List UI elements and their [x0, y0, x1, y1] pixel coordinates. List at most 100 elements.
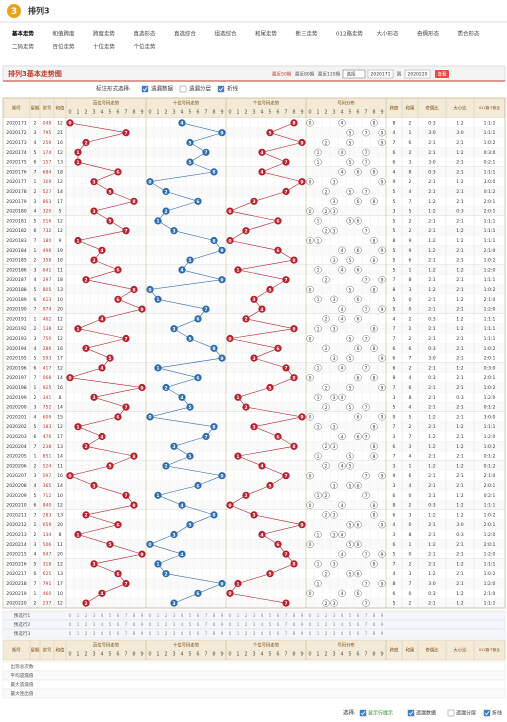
- sum: 11: [57, 542, 63, 548]
- oe: 2:1: [428, 483, 435, 489]
- distribution-ball: [346, 256, 354, 264]
- distribution-digit: 5: [349, 356, 352, 362]
- ball-digit: 7: [204, 307, 207, 313]
- distribution-ball: [306, 413, 314, 421]
- sum: 14: [57, 375, 63, 381]
- distribution-digit: 5: [349, 258, 352, 264]
- distribution-digit: 4: [341, 395, 344, 401]
- digit-header: 3: [92, 110, 95, 116]
- distribution-ball: [362, 158, 370, 166]
- number-ball: [242, 491, 250, 499]
- span: 8: [393, 581, 396, 587]
- tail: 2: [409, 228, 412, 234]
- r012: 1:0:2: [484, 287, 496, 293]
- span: 3: [393, 532, 396, 538]
- preselect-digit: 2: [325, 622, 328, 628]
- option-checkbox[interactable]: [179, 85, 187, 93]
- distribution-ball: [362, 579, 370, 588]
- distribution-digit: 2: [325, 209, 328, 215]
- span: 4: [393, 169, 396, 175]
- draw-number: 863: [43, 199, 52, 205]
- ball-digit: 5: [268, 287, 271, 293]
- draw-number: 947: [43, 552, 52, 558]
- ball-digit: 5: [188, 405, 191, 411]
- ball-digit: 0: [228, 503, 231, 509]
- ball-digit: 1: [236, 454, 239, 460]
- distribution-digit: 8: [373, 444, 376, 450]
- digit-header: 0: [308, 110, 311, 116]
- preselect-digit: 4: [181, 631, 184, 637]
- distribution-digit: 5: [349, 140, 352, 146]
- option-label: 遗漏分层: [189, 85, 212, 93]
- number-ball: [290, 119, 298, 127]
- issue: 2020218: [6, 581, 27, 587]
- preselect-digit: 9: [301, 613, 304, 619]
- select-box[interactable]: [342, 69, 366, 79]
- number-ball: [186, 138, 194, 147]
- view-button[interactable]: [435, 70, 449, 78]
- nav-link: 直选形态: [134, 30, 157, 38]
- distribution-digit: 0: [309, 121, 312, 127]
- oe: 1:2: [428, 209, 435, 215]
- option-checkbox[interactable]: [217, 85, 225, 93]
- span: 3: [393, 395, 396, 401]
- to-input[interactable]: [404, 69, 431, 79]
- digit-header: 4: [260, 652, 263, 658]
- footer-checkbox[interactable]: [483, 709, 491, 717]
- distribution-digit: 7: [365, 307, 368, 313]
- distribution-ball: [362, 334, 370, 343]
- distribution-digit: 5: [349, 160, 352, 166]
- distribution-ball: [378, 413, 386, 421]
- bs: 1:2: [456, 150, 463, 156]
- number-ball: [298, 138, 306, 147]
- row-bg: [3, 412, 505, 422]
- oe: 0:3: [428, 375, 435, 381]
- distribution-ball: [346, 521, 354, 529]
- draw-number: 068: [43, 375, 52, 381]
- oe: 1:2: [428, 463, 435, 469]
- digit-header: 3: [332, 110, 335, 116]
- preselect-digit: 7: [125, 622, 128, 628]
- oe: 1:2: [428, 571, 435, 577]
- span: 6: [393, 444, 396, 450]
- tail: 8: [409, 395, 412, 401]
- footer-checkbox[interactable]: [407, 709, 415, 717]
- footer-checkbox[interactable]: [447, 709, 455, 717]
- distribution-ball: [378, 178, 386, 186]
- distribution-ball: [354, 481, 362, 490]
- preselect-digit: 3: [253, 631, 256, 637]
- digit-header: 6: [196, 652, 199, 658]
- from-input[interactable]: [367, 69, 394, 79]
- distribution-ball: [314, 148, 322, 156]
- ball-digit: 5: [268, 131, 271, 137]
- ball-digit: 2: [244, 317, 247, 323]
- row-bg: [3, 519, 505, 530]
- ball-digit: 4: [180, 503, 183, 509]
- preselect-digit: 6: [277, 613, 280, 619]
- ball-digit: 8: [212, 425, 215, 431]
- draw-number: 365: [43, 483, 52, 489]
- r012: 1:2:0: [484, 434, 496, 440]
- span: 8: [393, 375, 396, 381]
- span: 3: [393, 463, 396, 469]
- number-ball: [290, 442, 298, 450]
- preselect-digit: 0: [309, 613, 312, 619]
- bs: 2:1: [456, 199, 463, 205]
- ball-digit: 9: [220, 248, 223, 254]
- number-ball: [98, 364, 106, 372]
- distribution-digit: 5: [349, 523, 352, 529]
- bs: 2:1: [456, 405, 463, 411]
- distribution-digit: 3: [333, 562, 336, 568]
- r012: 1:1:1: [484, 130, 496, 136]
- ball-digit: 7: [124, 229, 127, 235]
- option-checkbox[interactable]: [141, 85, 149, 93]
- footer-checkbox[interactable]: [359, 709, 367, 717]
- r012: 2:1:0: [484, 297, 496, 303]
- sum: 10: [57, 591, 63, 597]
- preselect-digit: 1: [317, 622, 320, 628]
- number-ball: [266, 285, 274, 294]
- distribution-digit: 3: [333, 356, 336, 362]
- number-ball: [82, 344, 90, 352]
- digit-header: 6: [276, 110, 279, 116]
- oe: 2:1: [428, 454, 435, 460]
